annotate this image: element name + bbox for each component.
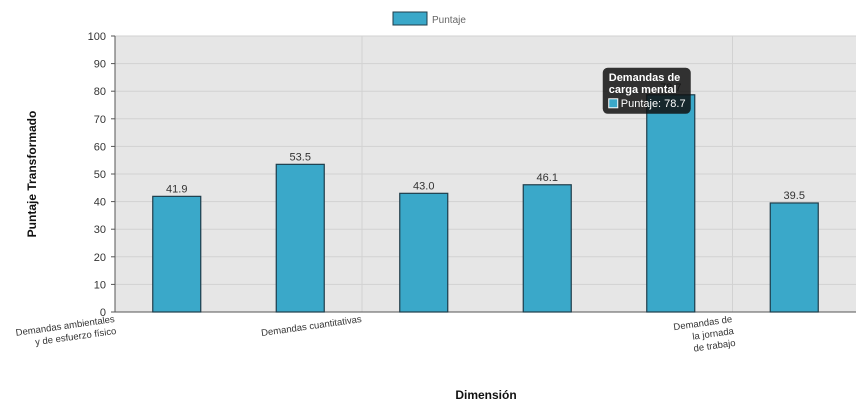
- bar[interactable]: [522, 184, 572, 313]
- tooltip-title: Demandas de: [609, 72, 681, 84]
- y-tick-label: 70: [94, 114, 106, 126]
- value-label: 53.5: [290, 151, 311, 163]
- bar[interactable]: [646, 94, 696, 313]
- value-label: 43.0: [413, 180, 434, 192]
- y-tick-label: 30: [94, 224, 106, 236]
- bar[interactable]: [399, 192, 449, 313]
- legend-swatch: [392, 11, 428, 26]
- y-tick-label: 20: [94, 252, 106, 264]
- y-tick-label: 10: [94, 279, 106, 291]
- x-tick-label: Demandas cuantitativas: [260, 314, 362, 339]
- x-axis-title: Dimensión: [455, 388, 516, 402]
- bars: [152, 94, 819, 313]
- y-tick-label: 60: [94, 141, 106, 153]
- y-tick-label: 50: [94, 169, 106, 181]
- tooltip-box: [602, 67, 691, 114]
- tooltip-title: carga mental: [609, 84, 677, 96]
- bar[interactable]: [769, 202, 819, 313]
- bar[interactable]: [275, 163, 325, 313]
- y-axis-title: Puntaje Transformado: [25, 111, 39, 238]
- value-label: 41.9: [166, 183, 187, 195]
- tooltip-swatch: [608, 98, 619, 109]
- vertical-gridlines: [361, 36, 733, 312]
- y-tick-label: 80: [94, 86, 106, 98]
- legend-label: Puntaje: [432, 15, 466, 26]
- y-tick-label: 100: [88, 31, 106, 43]
- y-tick-label: 0: [100, 307, 106, 319]
- tooltip-value: Puntaje: 78.7: [621, 98, 686, 110]
- y-axis-ticks: 0 10 20 30 40 50 60 70 80 90 100: [88, 31, 115, 319]
- y-tick-label: 40: [94, 197, 106, 209]
- value-label: 39.5: [784, 190, 805, 202]
- value-label: 46.1: [537, 172, 558, 184]
- legend[interactable]: Puntaje: [392, 11, 466, 26]
- y-tick-label: 90: [94, 59, 106, 71]
- bar[interactable]: [152, 195, 202, 313]
- x-tick-label-line: Demandas cuantitativas: [260, 314, 362, 339]
